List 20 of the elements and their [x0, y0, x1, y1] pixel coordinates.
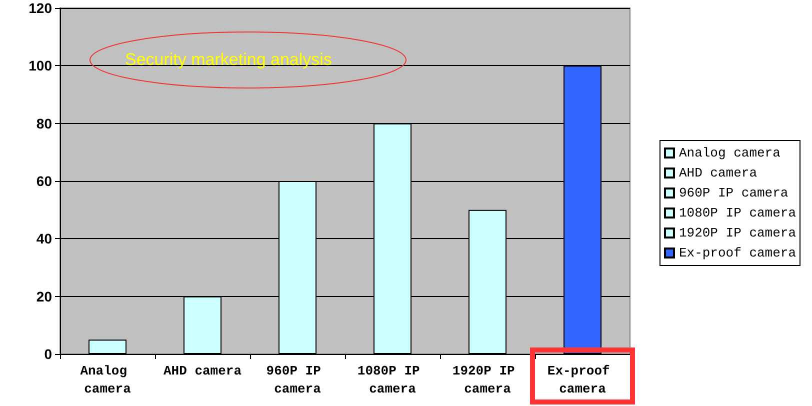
legend-label: AHD camera [678, 166, 758, 180]
legend-label: 1920P IP camera [678, 226, 796, 240]
y-tick-label: 80 [36, 115, 52, 132]
x-tick-label: Ex-proof camera [547, 364, 618, 396]
x-tick-label: 1080P IP camera [357, 364, 428, 396]
legend-label: 960P IP camera [678, 186, 788, 200]
y-tick-label: 60 [36, 173, 52, 189]
x-tick-label: Analog camera [80, 364, 135, 396]
x-tick-label: AHD camera [163, 364, 242, 378]
legend-label: Ex-proof camera [678, 246, 796, 260]
x-tick-label: 1920P IP camera [452, 364, 523, 396]
x-tick-label: 960P IP camera [266, 364, 329, 396]
y-tick-label: 40 [36, 230, 52, 247]
text: Security marketing analysis [125, 50, 332, 69]
legend-label: 1080P IP camera [678, 206, 796, 220]
y-tick-label: 120 [28, 0, 52, 16]
y-tick-label: 100 [28, 58, 52, 74]
y-tick-label: 20 [36, 288, 52, 304]
legend-label: Analog camera [678, 146, 781, 160]
y-tick-label: 0 [44, 346, 52, 362]
